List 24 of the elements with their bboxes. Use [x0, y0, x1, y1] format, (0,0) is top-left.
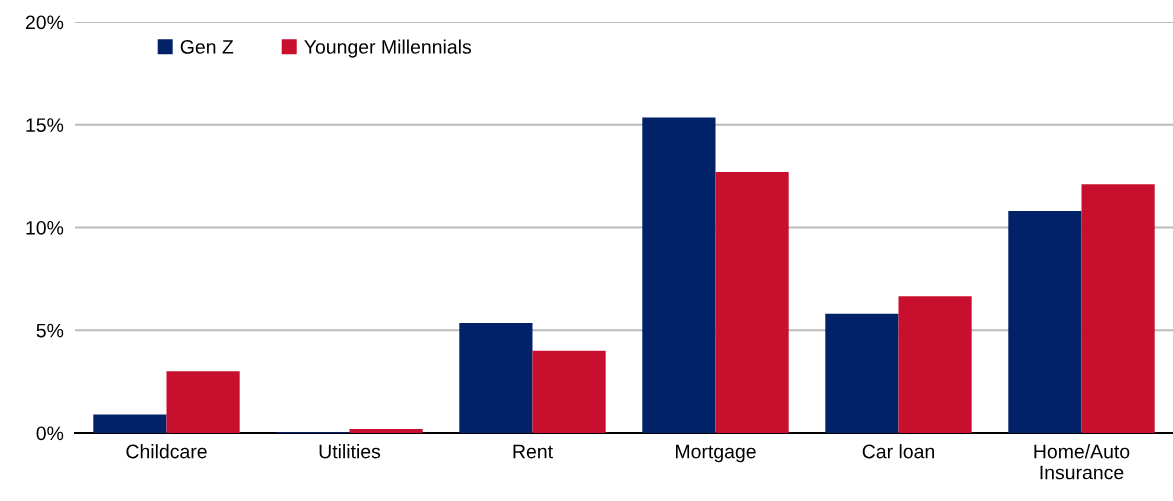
x-tick-label: Home/Auto Insurance — [1034, 444, 1130, 480]
x-tick-label: Utilities — [319, 444, 381, 459]
bar — [715, 172, 789, 433]
bar — [459, 323, 533, 433]
y-tick-label: 10% — [26, 220, 64, 235]
bar — [532, 350, 606, 433]
x-tick-label: Childcare — [126, 444, 207, 459]
bar — [898, 296, 972, 433]
y-tick-label: 20% — [25, 15, 64, 30]
bar — [349, 428, 423, 433]
bar — [1081, 184, 1155, 433]
bar — [93, 414, 167, 433]
bar — [1008, 211, 1082, 433]
y-tick-label: 5% — [36, 323, 64, 338]
legend-label: Younger Millennials — [304, 39, 472, 58]
y-tick-label: 0% — [36, 426, 64, 441]
y-tick-label: 15% — [26, 118, 64, 132]
x-tick-label: Rent — [513, 444, 553, 459]
bar — [166, 371, 240, 433]
bar — [825, 313, 899, 433]
x-tick-label: Mortgage — [676, 444, 756, 463]
bar — [642, 117, 716, 433]
x-tick-label: Car loan — [862, 444, 934, 459]
legend-label: Gen Z — [180, 40, 234, 54]
